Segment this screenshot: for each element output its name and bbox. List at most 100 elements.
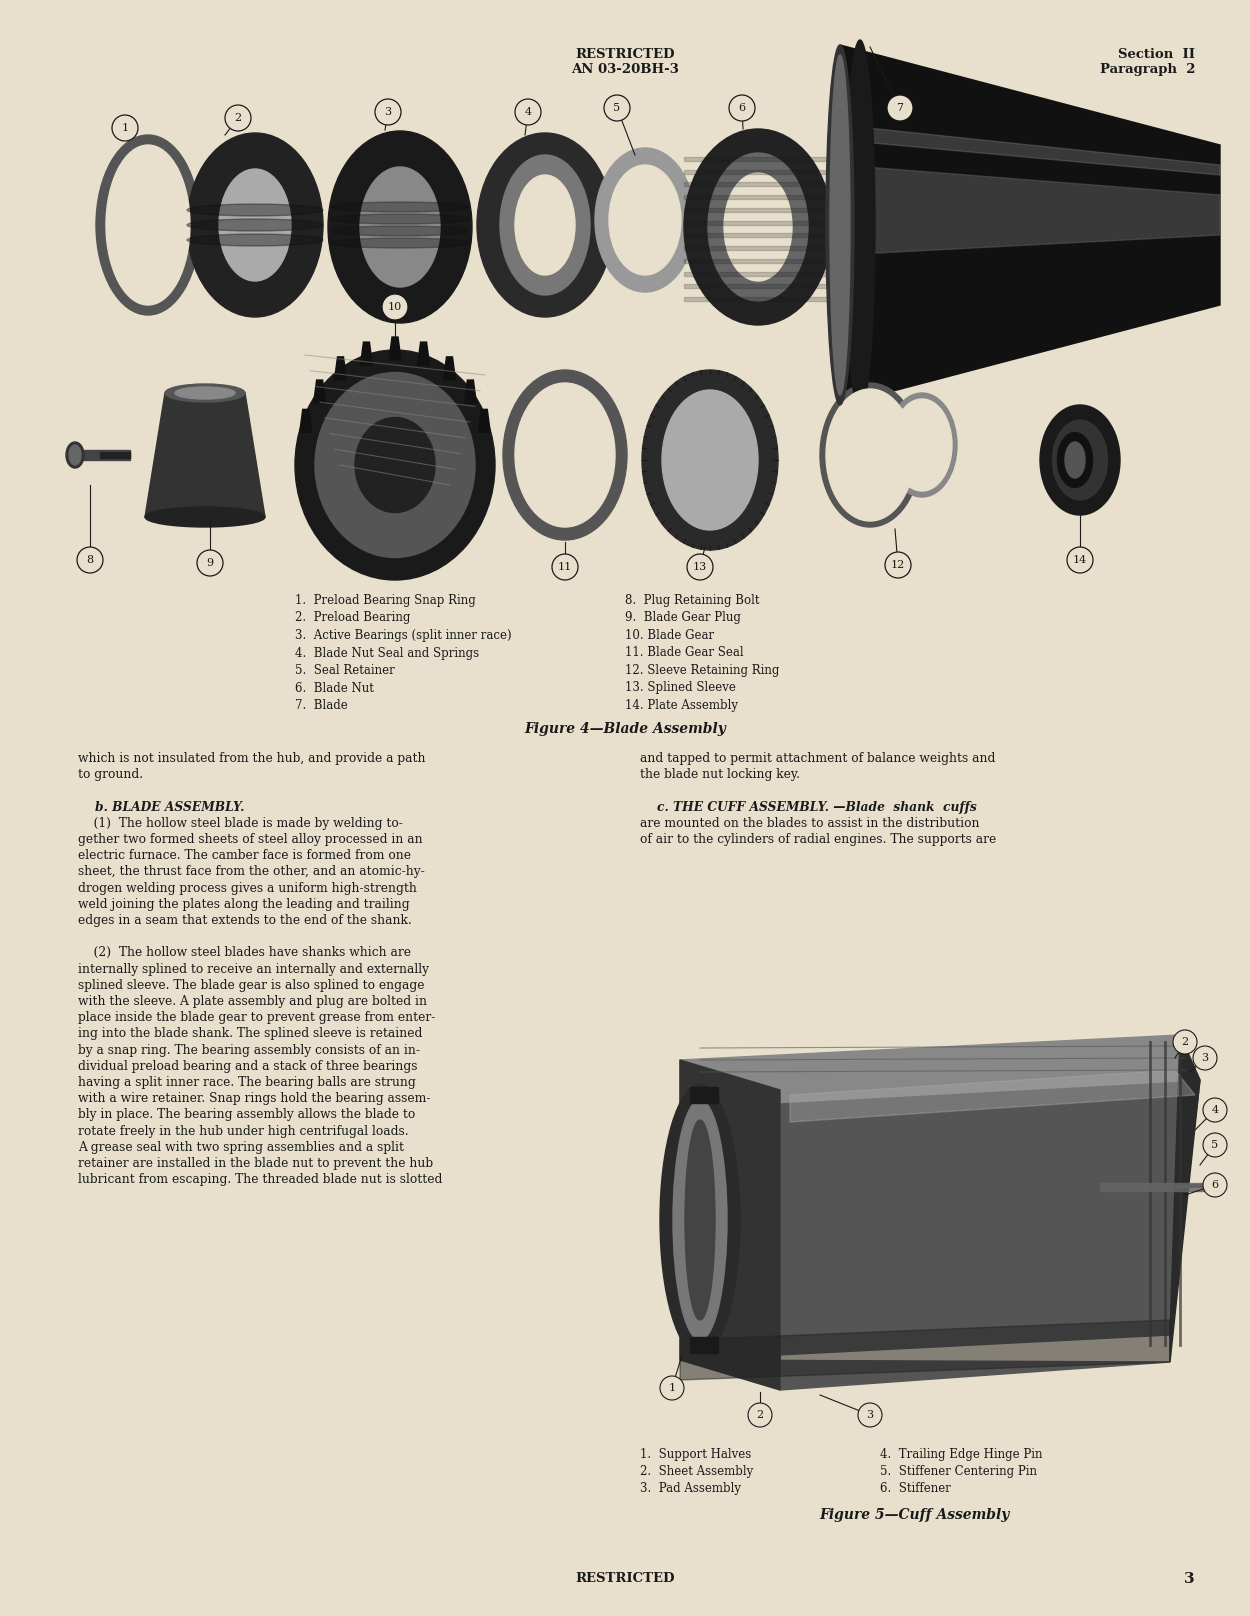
Text: lubricant from escaping. The threaded blade nut is slotted: lubricant from escaping. The threaded bl… bbox=[78, 1173, 442, 1186]
Text: internally splined to receive an internally and externally: internally splined to receive an interna… bbox=[78, 963, 429, 976]
Text: which is not insulated from the hub, and provide a path: which is not insulated from the hub, and… bbox=[78, 751, 425, 764]
Text: sheet, the thrust face from the other, and an atomic-hy-: sheet, the thrust face from the other, a… bbox=[78, 866, 425, 879]
Circle shape bbox=[688, 554, 712, 580]
Text: 8: 8 bbox=[86, 554, 94, 566]
Bar bbox=[684, 297, 832, 301]
Ellipse shape bbox=[1052, 420, 1108, 499]
Text: 11: 11 bbox=[558, 562, 572, 572]
Ellipse shape bbox=[710, 157, 806, 297]
Circle shape bbox=[78, 546, 102, 574]
Text: (1)  The hollow steel blade is made by welding to-: (1) The hollow steel blade is made by we… bbox=[78, 816, 402, 829]
Text: 2: 2 bbox=[1181, 1037, 1189, 1047]
Ellipse shape bbox=[888, 393, 958, 498]
Bar bbox=[100, 452, 130, 457]
Ellipse shape bbox=[724, 173, 792, 281]
Ellipse shape bbox=[330, 238, 470, 247]
Text: 3: 3 bbox=[1185, 1572, 1195, 1585]
Ellipse shape bbox=[295, 351, 495, 580]
Text: 2.  Preload Bearing: 2. Preload Bearing bbox=[295, 611, 410, 624]
Text: 9.  Blade Gear Plug: 9. Blade Gear Plug bbox=[625, 611, 741, 624]
Bar bbox=[684, 157, 832, 162]
Bar bbox=[75, 449, 130, 461]
Text: 4: 4 bbox=[1211, 1105, 1219, 1115]
Bar bbox=[690, 1336, 718, 1353]
Ellipse shape bbox=[595, 149, 695, 292]
Circle shape bbox=[1172, 1029, 1198, 1054]
Ellipse shape bbox=[106, 145, 190, 305]
Circle shape bbox=[1202, 1133, 1228, 1157]
Text: electric furnace. The camber face is formed from one: electric furnace. The camber face is for… bbox=[78, 848, 411, 863]
Polygon shape bbox=[680, 1060, 780, 1390]
Bar bbox=[684, 208, 832, 212]
Ellipse shape bbox=[515, 383, 615, 527]
Text: 2.  Sheet Assembly: 2. Sheet Assembly bbox=[640, 1466, 754, 1479]
Text: edges in a seam that extends to the end of the shank.: edges in a seam that extends to the end … bbox=[78, 915, 411, 928]
Circle shape bbox=[748, 1403, 772, 1427]
Ellipse shape bbox=[96, 136, 200, 315]
Ellipse shape bbox=[609, 165, 681, 275]
Circle shape bbox=[112, 115, 138, 141]
Circle shape bbox=[1202, 1173, 1228, 1197]
Bar bbox=[684, 259, 832, 263]
Text: 1.  Preload Bearing Snap Ring: 1. Preload Bearing Snap Ring bbox=[295, 595, 476, 608]
Circle shape bbox=[1202, 1097, 1228, 1122]
Bar bbox=[690, 1088, 718, 1104]
Text: 10. Blade Gear: 10. Blade Gear bbox=[625, 629, 714, 642]
Polygon shape bbox=[1170, 1034, 1200, 1362]
Text: place inside the blade gear to prevent grease from enter-: place inside the blade gear to prevent g… bbox=[78, 1012, 435, 1025]
Text: AN 03-20BH-3: AN 03-20BH-3 bbox=[571, 63, 679, 76]
Text: with a wire retainer. Snap rings hold the bearing assem-: with a wire retainer. Snap rings hold th… bbox=[78, 1092, 430, 1105]
Text: 5.  Seal Retainer: 5. Seal Retainer bbox=[295, 664, 395, 677]
Bar bbox=[684, 284, 832, 288]
Polygon shape bbox=[479, 409, 490, 433]
Bar bbox=[1100, 1183, 1220, 1191]
Text: RESTRICTED: RESTRICTED bbox=[575, 1572, 675, 1585]
Text: ing into the blade shank. The splined sleeve is retained: ing into the blade shank. The splined sl… bbox=[78, 1028, 423, 1041]
Text: 3.  Pad Assembly: 3. Pad Assembly bbox=[640, 1482, 741, 1495]
Bar bbox=[684, 233, 832, 238]
Text: 5: 5 bbox=[614, 103, 620, 113]
Ellipse shape bbox=[188, 234, 322, 246]
Text: RESTRICTED: RESTRICTED bbox=[575, 48, 675, 61]
Ellipse shape bbox=[1065, 443, 1085, 478]
Circle shape bbox=[375, 99, 401, 124]
Text: 5.  Stiffener Centering Pin: 5. Stiffener Centering Pin bbox=[880, 1466, 1038, 1479]
Polygon shape bbox=[335, 357, 346, 380]
Text: 1.  Support Halves: 1. Support Halves bbox=[640, 1448, 751, 1461]
Ellipse shape bbox=[330, 226, 470, 236]
Bar bbox=[684, 271, 832, 276]
Text: 4.  Trailing Edge Hinge Pin: 4. Trailing Edge Hinge Pin bbox=[880, 1448, 1042, 1461]
Text: 10: 10 bbox=[388, 302, 402, 312]
Polygon shape bbox=[444, 357, 455, 380]
Ellipse shape bbox=[826, 45, 854, 406]
Text: 12: 12 bbox=[891, 561, 905, 570]
Ellipse shape bbox=[820, 383, 920, 527]
Text: 2: 2 bbox=[756, 1411, 764, 1420]
Text: 2: 2 bbox=[235, 113, 241, 123]
Text: splined sleeve. The blade gear is also splined to engage: splined sleeve. The blade gear is also s… bbox=[78, 979, 425, 992]
Polygon shape bbox=[680, 1079, 1200, 1390]
Ellipse shape bbox=[685, 1120, 715, 1320]
Text: by a snap ring. The bearing assembly consists of an in-: by a snap ring. The bearing assembly con… bbox=[78, 1044, 420, 1057]
Text: 1: 1 bbox=[121, 123, 129, 133]
Ellipse shape bbox=[642, 370, 778, 549]
Text: retainer are installed in the blade nut to prevent the hub: retainer are installed in the blade nut … bbox=[78, 1157, 434, 1170]
Text: 11. Blade Gear Seal: 11. Blade Gear Seal bbox=[625, 646, 744, 659]
Ellipse shape bbox=[662, 389, 758, 530]
Ellipse shape bbox=[188, 204, 322, 217]
Polygon shape bbox=[418, 343, 430, 365]
Text: 8.  Plug Retaining Bolt: 8. Plug Retaining Bolt bbox=[625, 595, 760, 608]
Text: 12. Sleeve Retaining Ring: 12. Sleeve Retaining Ring bbox=[625, 664, 780, 677]
Ellipse shape bbox=[69, 444, 81, 465]
Ellipse shape bbox=[830, 55, 850, 394]
Ellipse shape bbox=[315, 373, 475, 558]
Ellipse shape bbox=[707, 154, 808, 301]
Text: 13. Splined Sleeve: 13. Splined Sleeve bbox=[625, 682, 736, 695]
Text: 6.  Stiffener: 6. Stiffener bbox=[880, 1482, 951, 1495]
Polygon shape bbox=[790, 1070, 1195, 1122]
Ellipse shape bbox=[503, 158, 588, 291]
Ellipse shape bbox=[892, 399, 952, 491]
Ellipse shape bbox=[1058, 433, 1092, 488]
Ellipse shape bbox=[1040, 406, 1120, 516]
Circle shape bbox=[604, 95, 630, 121]
